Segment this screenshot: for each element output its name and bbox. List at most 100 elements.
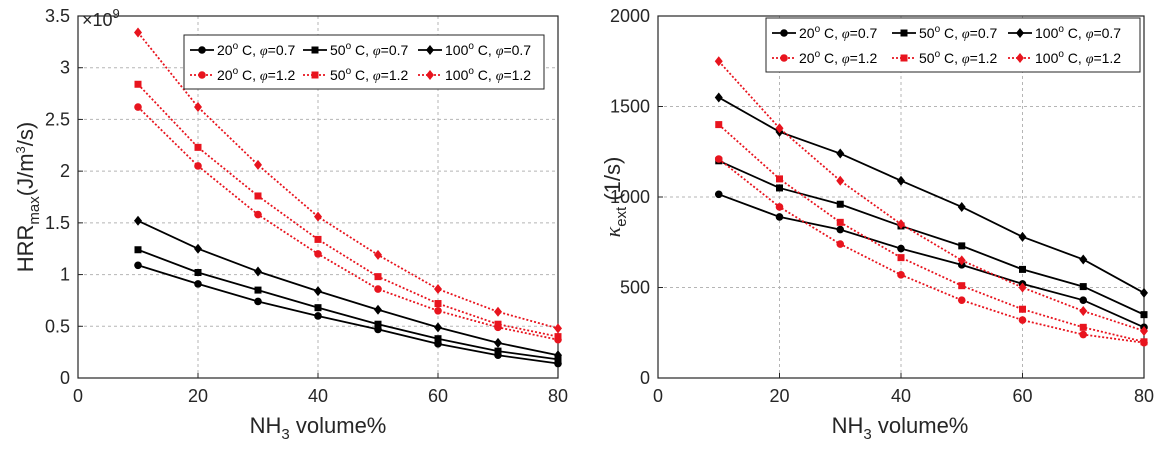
data-point	[1018, 282, 1027, 293]
right-tick-labels: 0 20 40 60 80 0 500 1000 1500 2000	[610, 6, 1154, 406]
data-point	[374, 273, 382, 281]
series-line	[718, 96, 1145, 294]
data-point	[134, 215, 142, 226]
data-point	[374, 285, 382, 293]
data-point	[314, 250, 322, 258]
data-point	[134, 80, 142, 88]
data-point	[897, 244, 905, 253]
y-tick-label: 3	[60, 58, 70, 78]
x-tick-label: 0	[73, 386, 83, 406]
right-y-axis-label: κext (1/s)	[600, 157, 630, 238]
data-point	[314, 312, 322, 320]
data-point	[836, 175, 845, 186]
left-x-axis-label: NH3 volume%	[250, 413, 387, 443]
data-point	[194, 143, 202, 151]
data-point	[776, 175, 783, 183]
left-series	[134, 27, 562, 368]
series-50C-phi-1.2	[715, 121, 1148, 346]
legend-marker	[426, 70, 434, 80]
series-100C-phi-1.2	[714, 56, 1148, 336]
data-point	[194, 269, 202, 277]
data-point	[494, 337, 502, 348]
y-tick-label: 2	[60, 161, 70, 181]
legend-label: 100o C, φ=1.2	[1035, 49, 1121, 67]
left-legend-box	[183, 34, 545, 90]
data-point	[836, 218, 844, 226]
series-line	[137, 83, 559, 338]
data-point	[254, 192, 262, 200]
legend-item-100C-phi-0.7: 100o C, φ=0.7	[1008, 24, 1121, 42]
left-chart: 0 20 40 60 80 0 0.5 1 1.5 2 2.5 3 3.5 ×109 HRRmax(J/…	[13, 6, 568, 443]
y-tick-label: 3.5	[45, 6, 70, 26]
data-point	[1140, 338, 1148, 346]
x-tick-label: 80	[1134, 386, 1154, 406]
data-point	[958, 282, 966, 290]
data-point	[957, 255, 966, 266]
data-point	[254, 297, 262, 306]
data-point	[775, 213, 784, 221]
left-tick-labels: 0 20 40 60 80 0 0.5 1 1.5 2 2.5 3 3.5	[45, 6, 568, 406]
series-100C-phi-0.7	[714, 92, 1148, 298]
legend-item-100C-phi-1.2: 100o C, φ=1.2	[1008, 49, 1121, 67]
y-tick-label: 1000	[610, 187, 650, 207]
legend-label: 50o C, φ=1.2	[330, 66, 409, 84]
legend-item-20C-phi-1.2: 20o C, φ=1.2	[772, 49, 878, 67]
data-point	[434, 284, 442, 295]
y-tick-label: 500	[620, 278, 650, 298]
legend-label: 50o C, φ=1.2	[919, 49, 998, 67]
series-100C-phi-0.7	[134, 215, 562, 361]
legend-marker	[426, 45, 434, 55]
series-20C-phi-0.7	[714, 190, 1148, 332]
data-point	[1019, 305, 1026, 313]
data-point	[254, 286, 262, 294]
series-line	[718, 193, 1145, 329]
legend-marker	[1016, 53, 1024, 63]
data-point	[1079, 296, 1088, 304]
data-point	[775, 123, 784, 134]
series-line	[137, 31, 559, 330]
x-tick-label: 80	[548, 386, 568, 406]
series-line	[137, 106, 559, 341]
legend-label: 100o C, φ=1.2	[445, 66, 531, 84]
data-point	[1140, 325, 1148, 336]
data-point	[836, 200, 844, 208]
data-point	[897, 219, 905, 230]
y-tick-label: 2000	[610, 6, 650, 26]
data-point	[1079, 254, 1088, 265]
data-point	[254, 266, 262, 277]
data-point	[554, 350, 562, 361]
legend-item-50C-phi-0.7: 50o C, φ=0.7	[892, 24, 998, 42]
data-point	[957, 296, 966, 304]
data-point	[314, 211, 322, 222]
data-point	[958, 242, 966, 250]
data-point	[1079, 330, 1088, 339]
legend-item-20C-phi-0.7: 20o C, φ=0.7	[772, 24, 878, 42]
right-legend: 20o C, φ=0.7 50o C, φ=0.7 100o C, φ=0.7 20o…	[765, 17, 1141, 73]
data-point	[1018, 316, 1027, 324]
data-point	[776, 184, 783, 192]
legend-marker	[198, 71, 206, 79]
legend-item-50C-phi-0.7: 50o C, φ=0.7	[303, 41, 409, 59]
legend-label: 50o C, φ=0.7	[330, 41, 409, 59]
data-point	[494, 306, 502, 317]
legend-item-20C-phi-1.2: 20o C, φ=1.2	[190, 66, 296, 84]
y-tick-label: 2.5	[45, 109, 70, 129]
data-point	[714, 190, 723, 199]
data-point	[1079, 323, 1087, 331]
legend-item-100C-phi-1.2: 100o C, φ=1.2	[418, 66, 531, 84]
legend-label: 20o C, φ=1.2	[217, 66, 296, 84]
series-line	[137, 248, 559, 361]
y-tick-label: 0	[60, 368, 70, 388]
data-point	[1018, 231, 1027, 242]
data-point	[836, 148, 845, 159]
data-point	[715, 121, 723, 129]
series-100C-phi-1.2	[134, 27, 562, 334]
series-line	[718, 60, 1145, 332]
data-point	[314, 304, 322, 312]
data-point	[314, 286, 322, 297]
data-point	[1079, 306, 1088, 317]
x-tick-label: 20	[188, 386, 208, 406]
series-line	[718, 123, 1145, 343]
legend-label: 20o C, φ=0.7	[217, 41, 296, 59]
